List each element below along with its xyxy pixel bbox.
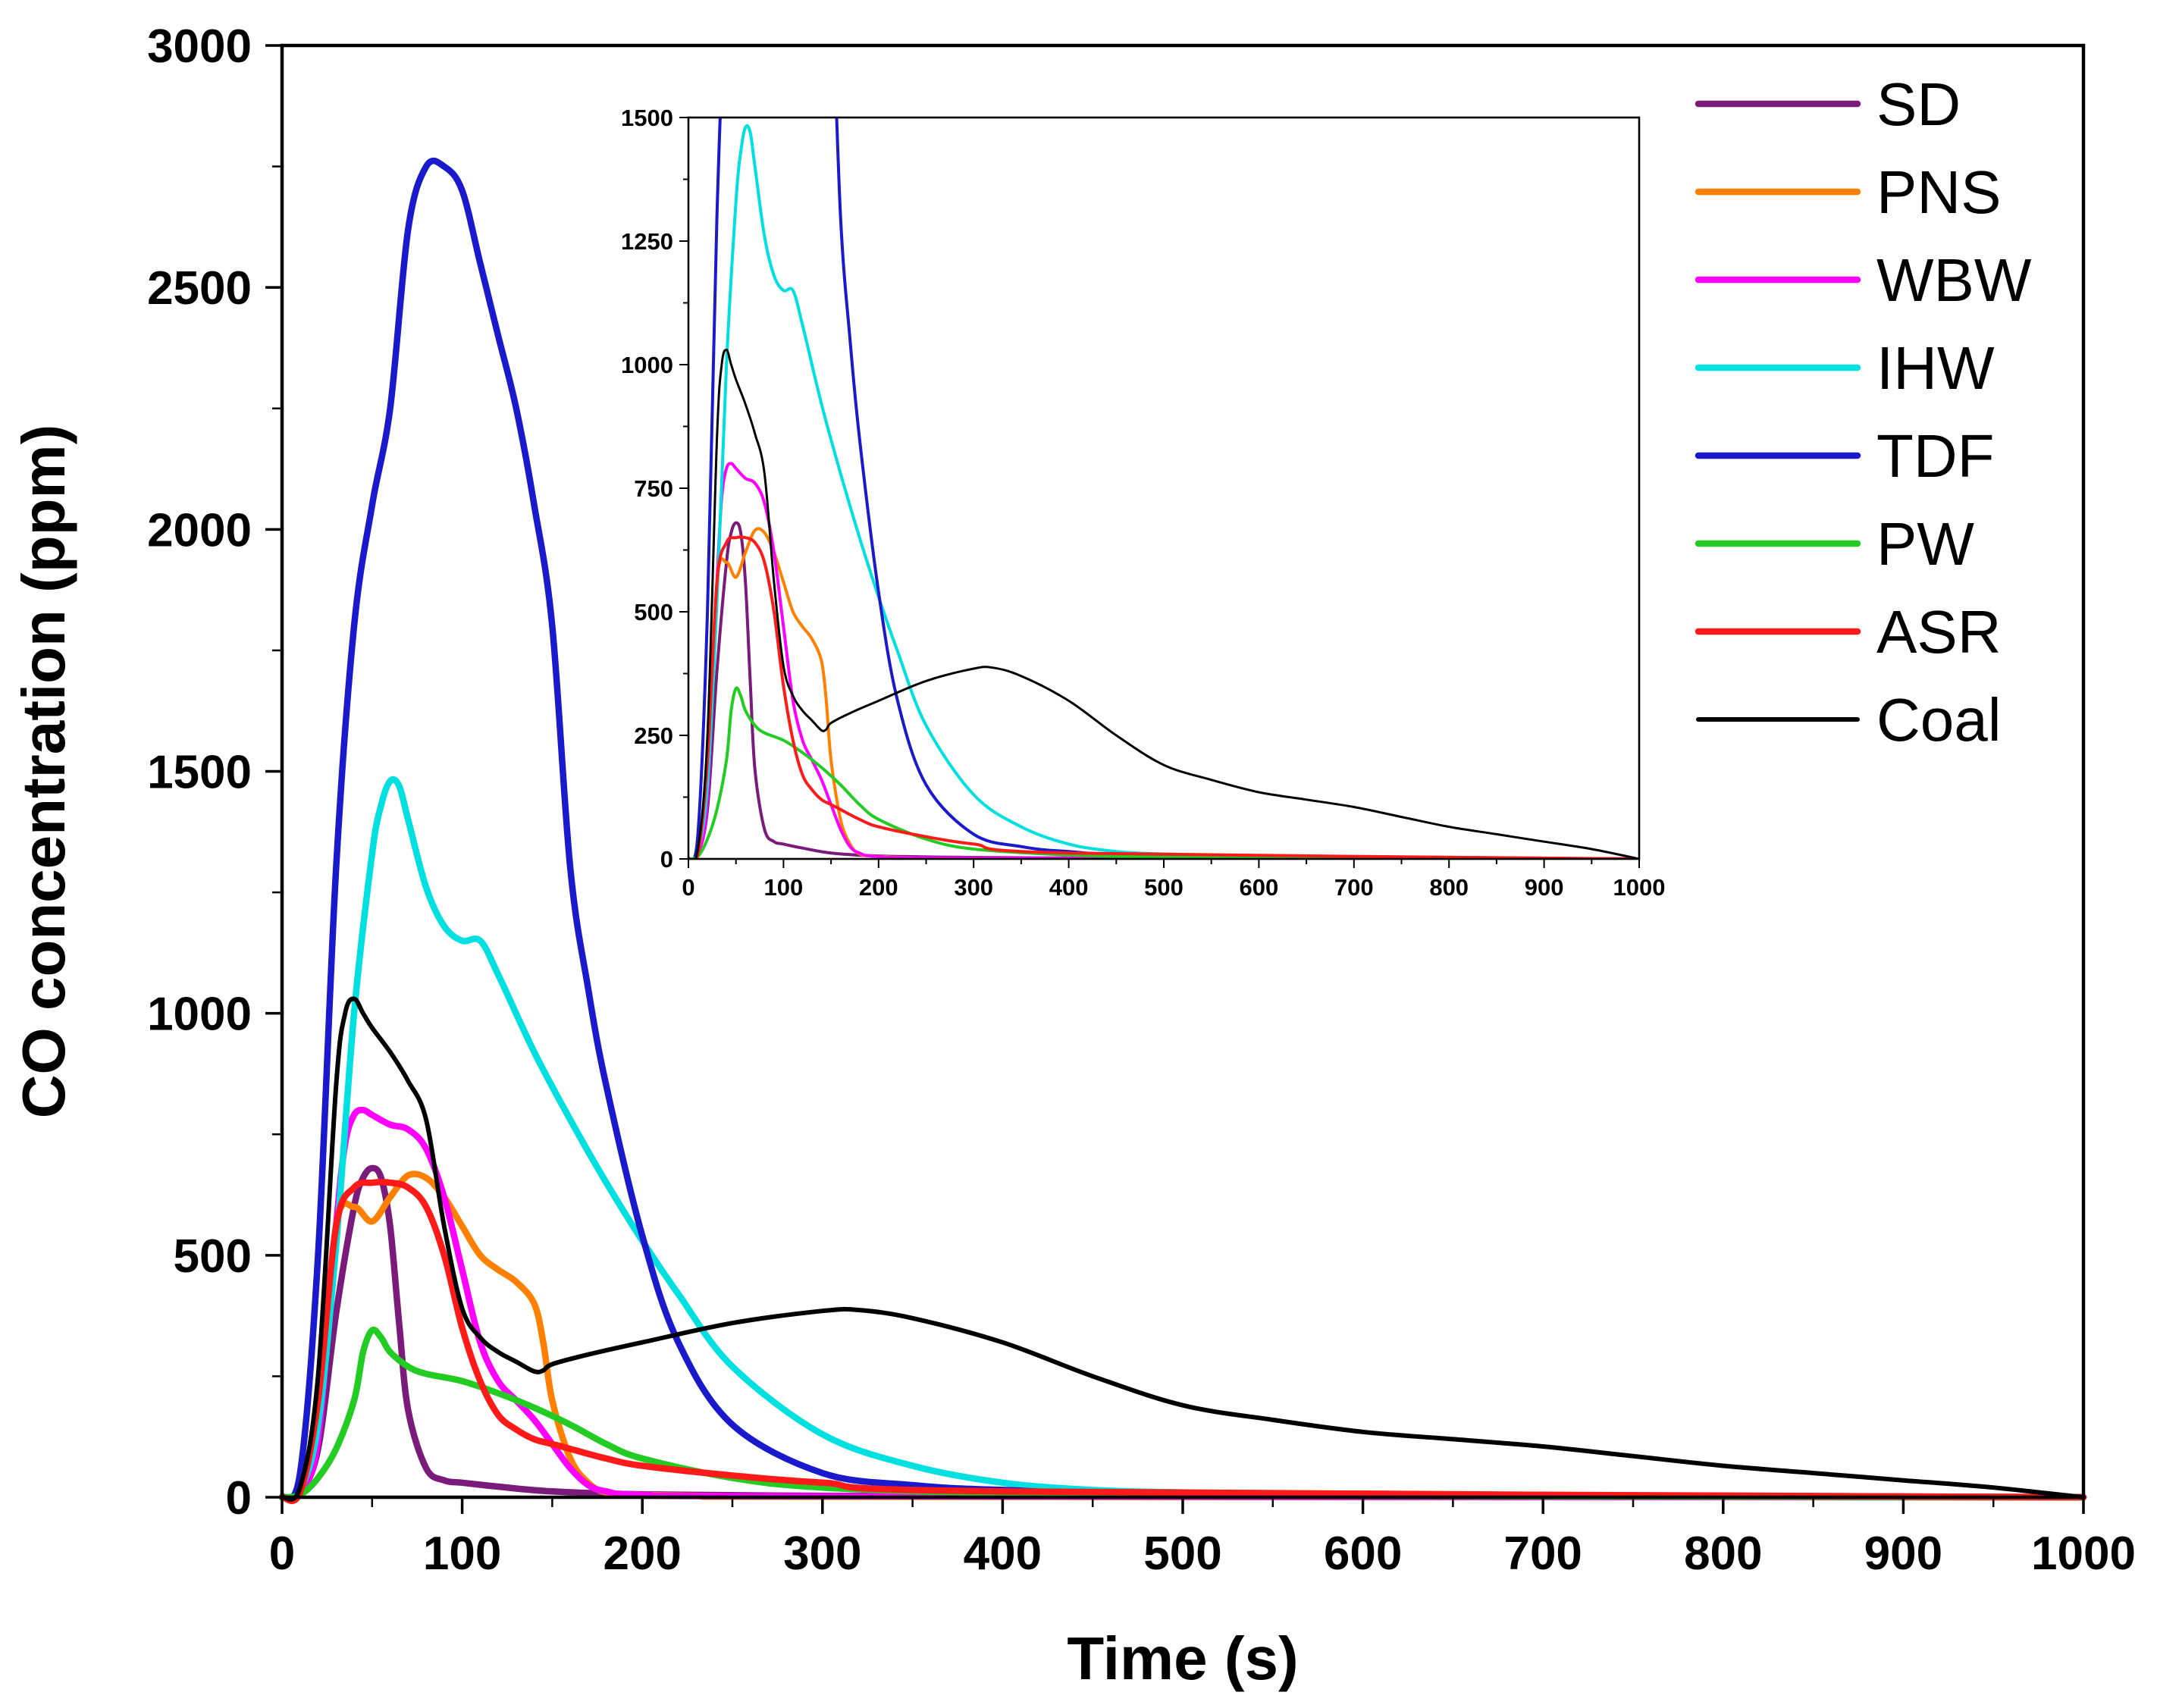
inset-x-tick-label: 200 bbox=[859, 874, 898, 901]
legend-item-sd: SD bbox=[1695, 71, 1961, 138]
inset-series-line-tdf bbox=[688, 118, 1639, 859]
inset-series-line-pw bbox=[688, 686, 1639, 859]
x-tick-label: 100 bbox=[423, 1528, 501, 1580]
x-tick-label: 200 bbox=[603, 1528, 681, 1580]
inset-y-tick-label: 1000 bbox=[621, 352, 673, 378]
legend-label: Coal bbox=[1876, 686, 2002, 754]
legend-label: WBW bbox=[1876, 246, 2032, 314]
inset-y-tick-label: 1500 bbox=[621, 105, 673, 131]
main-series-group bbox=[278, 157, 2087, 1504]
x-tick-label: 300 bbox=[783, 1528, 861, 1580]
x-tick-label: 900 bbox=[1864, 1528, 1942, 1580]
inset-y-tick-label: 750 bbox=[634, 475, 673, 502]
series-line-pns bbox=[278, 1171, 2087, 1503]
x-tick-label: 800 bbox=[1684, 1528, 1762, 1580]
y-tick-label: 1500 bbox=[147, 747, 252, 799]
series-line-wbw bbox=[278, 1107, 2087, 1502]
x-tick-label: 500 bbox=[1143, 1528, 1221, 1580]
legend-label: TDF bbox=[1876, 422, 1995, 490]
x-tick-label: 600 bbox=[1324, 1528, 1402, 1580]
inset-y-tick-label: 1250 bbox=[621, 228, 673, 255]
inset-x-tick-label: 800 bbox=[1429, 874, 1469, 901]
inset-y-tick-label: 0 bbox=[660, 846, 673, 873]
x-tick-label: 400 bbox=[964, 1528, 1042, 1580]
legend-item-ihw: IHW bbox=[1695, 334, 1995, 402]
x-tick-label: 0 bbox=[269, 1528, 295, 1580]
legend-item-pw: PW bbox=[1695, 510, 1974, 578]
y-tick-label: 2000 bbox=[147, 504, 252, 556]
inset-series-line-ihw bbox=[688, 124, 1639, 859]
inset-x-tick-label: 300 bbox=[954, 874, 993, 901]
legend-item-tdf: TDF bbox=[1695, 422, 1995, 490]
inset-x-tick-label: 900 bbox=[1525, 874, 1564, 901]
legend-label: PNS bbox=[1876, 158, 2002, 226]
inset-plot: 0 100 200 300 400 500 600 700 800 900 1000 0 250 500 7… bbox=[621, 105, 1666, 901]
inset-x-tick-label: 0 bbox=[682, 874, 694, 901]
inset-x-tick-label: 600 bbox=[1240, 874, 1279, 901]
inset-x-tick-label: 1000 bbox=[1613, 874, 1666, 901]
inset-series-line-asr bbox=[688, 535, 1639, 859]
inset-x-tick-label: 700 bbox=[1334, 874, 1374, 901]
inset-series-line-coal bbox=[688, 348, 1639, 859]
legend-item-coal: Coal bbox=[1696, 686, 2002, 754]
x-tick-label: 1000 bbox=[2031, 1528, 2136, 1580]
series-line-tdf bbox=[278, 157, 2087, 1503]
y-tick-label: 2500 bbox=[147, 262, 252, 315]
y-tick-label: 1000 bbox=[147, 989, 252, 1041]
inset-x-tick-label: 100 bbox=[764, 874, 804, 901]
legend-label: IHW bbox=[1876, 334, 1995, 402]
inset-x-tick-label: 400 bbox=[1049, 874, 1089, 901]
legend: SD PNS WBW IHW TDF PW ASR Coal bbox=[1695, 71, 2032, 754]
inset-y-tick-label: 500 bbox=[634, 599, 673, 625]
legend-label: ASR bbox=[1876, 598, 2002, 666]
y-tick-label: 3000 bbox=[147, 20, 252, 73]
x-tick-label: 700 bbox=[1503, 1528, 1582, 1580]
x-axis-title: Time (s) bbox=[1067, 1625, 1298, 1692]
series-line-coal bbox=[280, 996, 2086, 1502]
legend-item-wbw: WBW bbox=[1695, 246, 2032, 314]
y-tick-label: 500 bbox=[174, 1230, 252, 1283]
legend-item-asr: ASR bbox=[1695, 598, 2002, 666]
y-axis-title: CO concentration (ppm) bbox=[10, 425, 77, 1119]
y-tick-label: 0 bbox=[226, 1472, 252, 1525]
inset-x-tick-label: 500 bbox=[1144, 874, 1184, 901]
series-line-asr bbox=[278, 1179, 2087, 1504]
inset-background bbox=[688, 118, 1639, 859]
legend-label: SD bbox=[1876, 71, 1961, 138]
main-plot: 0 100 200 300 400 500 600 700 800 900 100005001000… bbox=[10, 20, 2136, 1692]
inset-y-tick-label: 250 bbox=[634, 722, 673, 749]
legend-label: PW bbox=[1876, 510, 1974, 578]
legend-item-pns: PNS bbox=[1695, 158, 2002, 226]
